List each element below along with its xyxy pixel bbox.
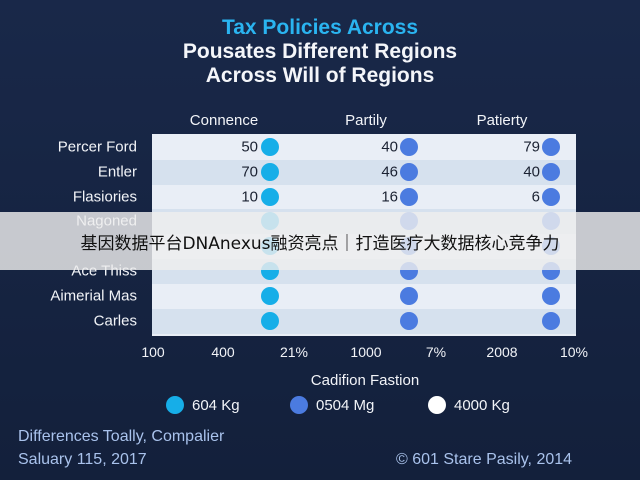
x-tick-5: 7% xyxy=(425,344,447,360)
cell-value: 70 xyxy=(241,163,258,181)
legend-item-2: 0504 Mg xyxy=(290,396,374,414)
footer-line-1: Differences Toally, Compalier xyxy=(18,428,225,445)
data-point-dot xyxy=(261,312,279,330)
data-point-dot xyxy=(400,312,418,330)
x-tick-7: 10% xyxy=(559,344,589,360)
legend-item-1: 604 Kg xyxy=(166,396,240,414)
data-point-dot xyxy=(400,138,418,156)
data-point-dot xyxy=(400,287,418,305)
legend-item-3: 4000 Kg xyxy=(428,396,510,414)
legend-swatch-1 xyxy=(166,396,184,414)
row-label: Percer Ford xyxy=(57,138,137,156)
data-point-dot xyxy=(261,138,279,156)
legend-label-2: 0504 Mg xyxy=(316,396,375,414)
data-point-dot xyxy=(261,188,279,206)
cell-value: 40 xyxy=(381,138,398,156)
data-point-dot xyxy=(542,287,560,305)
legend-label-1: 604 Kg xyxy=(192,396,240,414)
row-label: Entler xyxy=(97,163,137,181)
data-point-dot xyxy=(542,188,560,206)
table-row-band xyxy=(152,309,576,334)
x-tick-2: 400 xyxy=(211,344,235,360)
cell-value: 46 xyxy=(381,163,398,181)
x-tick-6: 2008 xyxy=(486,344,518,360)
x-tick-1: 100 xyxy=(141,344,165,360)
x-axis-label: Cadifion Fastion xyxy=(310,372,420,389)
legend-swatch-2 xyxy=(290,396,308,414)
overlay-banner-text: 基因数据平台DNAnexus融资亮点｜打造医疗大数据核心竞争力 xyxy=(80,233,560,254)
data-point-dot xyxy=(542,163,560,181)
data-point-dot xyxy=(261,287,279,305)
cell-value: 16 xyxy=(381,188,398,206)
footer-line-2: Saluary 115, 2017 xyxy=(18,451,147,468)
table-row-band xyxy=(152,160,576,185)
footer-credit: © 601 Stare Pasily, 2014 xyxy=(396,451,573,468)
data-point-dot xyxy=(400,188,418,206)
row-label: Flasiories xyxy=(72,188,137,206)
row-label: Aimerial Mas xyxy=(50,287,137,305)
chart-title-line-1: Tax Policies Across xyxy=(221,16,419,39)
x-tick-4: 1000 xyxy=(350,344,382,360)
column-header-2: Partily xyxy=(345,112,387,129)
cell-value: 50 xyxy=(241,138,258,156)
legend-label-3: 4000 Kg xyxy=(454,396,510,414)
overlay-banner: 基因数据平台DNAnexus融资亮点｜打造医疗大数据核心竞争力 xyxy=(0,212,640,270)
data-point-dot xyxy=(542,138,560,156)
column-header-3: Patierty xyxy=(476,112,528,129)
x-tick-3: 21% xyxy=(279,344,309,360)
cell-value: 40 xyxy=(523,163,540,181)
data-point-dot xyxy=(400,163,418,181)
cell-value: 10 xyxy=(241,188,258,206)
chart-title-line-3: Across Will of Regions xyxy=(205,64,435,87)
cell-value: 6 xyxy=(531,188,540,206)
cell-value: 79 xyxy=(523,138,540,156)
row-label: Carles xyxy=(93,312,137,330)
data-point-dot xyxy=(542,312,560,330)
data-point-dot xyxy=(261,163,279,181)
chart-title-line-2: Pousates Different Regions xyxy=(182,40,458,63)
legend-swatch-3 xyxy=(428,396,446,414)
column-header-1: Connence xyxy=(189,112,259,129)
